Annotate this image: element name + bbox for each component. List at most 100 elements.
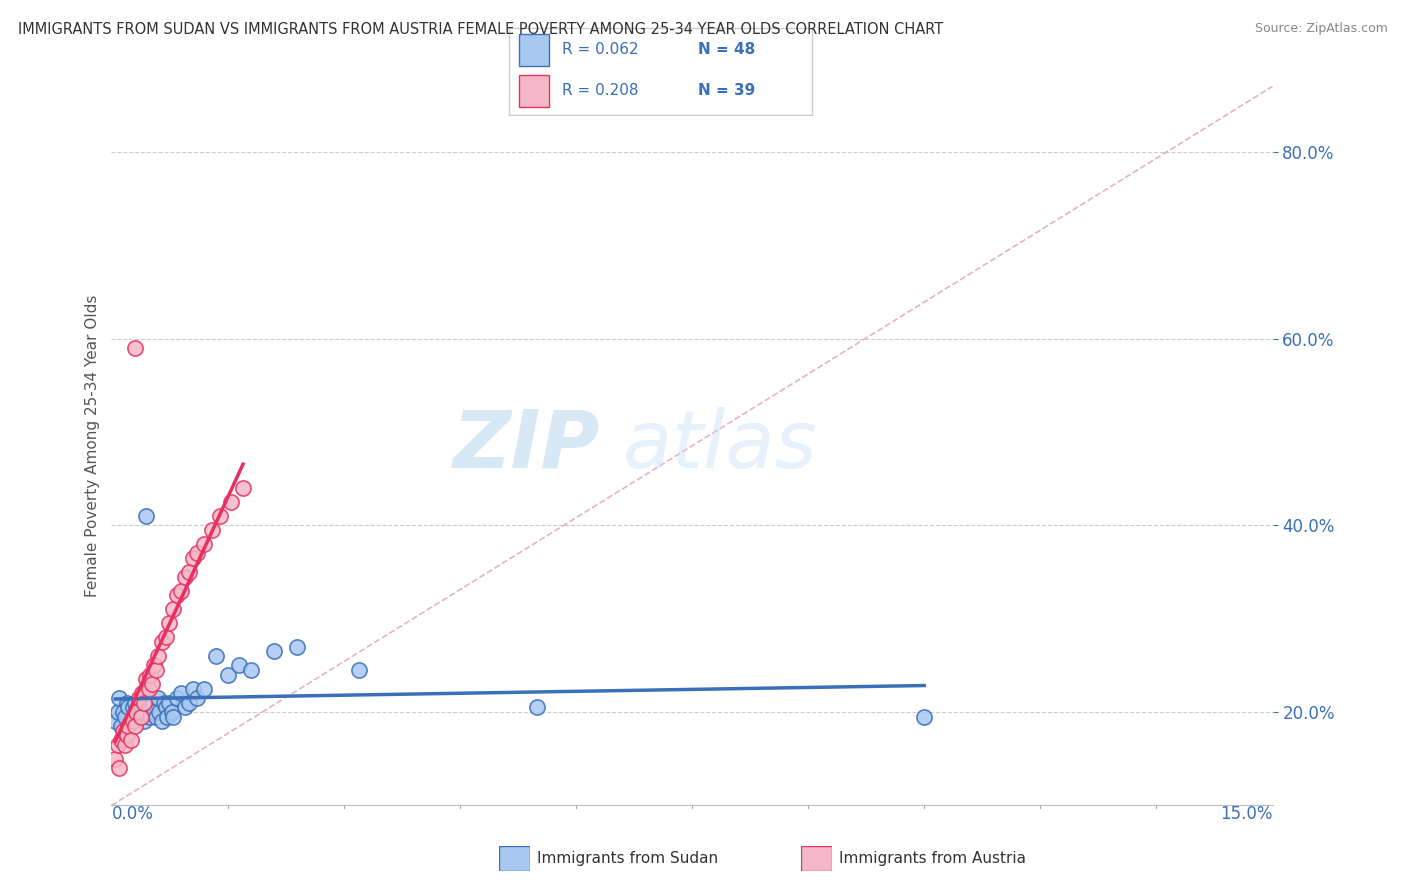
Point bbox=[111, 723, 134, 738]
Point bbox=[120, 714, 142, 729]
Point bbox=[193, 537, 215, 551]
Point bbox=[129, 710, 152, 724]
Point bbox=[135, 673, 157, 687]
Point bbox=[128, 691, 150, 706]
Point bbox=[107, 705, 129, 719]
Point bbox=[153, 696, 176, 710]
Point bbox=[139, 667, 162, 681]
Point bbox=[114, 710, 136, 724]
Point bbox=[104, 752, 127, 766]
Point bbox=[141, 677, 163, 691]
Point bbox=[239, 663, 262, 677]
Point bbox=[117, 719, 139, 733]
Point bbox=[263, 644, 285, 658]
Point bbox=[120, 733, 142, 747]
Point bbox=[141, 696, 163, 710]
Point bbox=[232, 481, 254, 495]
Point bbox=[122, 714, 145, 729]
Text: N = 39: N = 39 bbox=[697, 84, 755, 98]
Point bbox=[138, 681, 160, 696]
Y-axis label: Female Poverty Among 25-34 Year Olds: Female Poverty Among 25-34 Year Olds bbox=[86, 294, 100, 597]
Point bbox=[129, 691, 152, 706]
Point bbox=[131, 705, 153, 719]
Point bbox=[110, 719, 132, 733]
Point bbox=[181, 551, 204, 566]
Text: 15.0%: 15.0% bbox=[1220, 805, 1272, 823]
Point bbox=[205, 648, 228, 663]
Point bbox=[131, 686, 153, 700]
Point bbox=[128, 705, 150, 719]
Point bbox=[114, 738, 136, 752]
Text: Source: ZipAtlas.com: Source: ZipAtlas.com bbox=[1254, 22, 1388, 36]
Point bbox=[150, 714, 173, 729]
Point bbox=[193, 681, 215, 696]
FancyBboxPatch shape bbox=[509, 28, 813, 115]
Point bbox=[104, 714, 127, 729]
Point bbox=[108, 691, 131, 706]
Point bbox=[177, 565, 200, 579]
FancyBboxPatch shape bbox=[519, 34, 550, 66]
Point bbox=[115, 696, 138, 710]
Point bbox=[124, 341, 146, 355]
Point bbox=[135, 508, 157, 523]
Point bbox=[156, 710, 179, 724]
Point bbox=[124, 719, 146, 733]
Point bbox=[145, 663, 167, 677]
Text: Immigrants from Sudan: Immigrants from Sudan bbox=[537, 851, 718, 865]
Point bbox=[107, 738, 129, 752]
Text: N = 48: N = 48 bbox=[697, 43, 755, 57]
Point bbox=[228, 658, 250, 673]
Point bbox=[155, 700, 177, 714]
Point bbox=[526, 700, 548, 714]
Point bbox=[132, 714, 155, 729]
Point bbox=[117, 700, 139, 714]
Text: R = 0.062: R = 0.062 bbox=[562, 43, 638, 57]
Point bbox=[122, 700, 145, 714]
Point bbox=[145, 710, 167, 724]
Point bbox=[217, 667, 239, 681]
Point bbox=[170, 583, 193, 598]
Point bbox=[162, 710, 184, 724]
Point bbox=[108, 761, 131, 775]
Text: atlas: atlas bbox=[623, 407, 817, 485]
Text: ZIP: ZIP bbox=[451, 407, 599, 485]
Point bbox=[177, 696, 200, 710]
Point bbox=[148, 705, 170, 719]
Point bbox=[146, 691, 169, 706]
Point bbox=[143, 658, 166, 673]
Point bbox=[174, 700, 197, 714]
Point bbox=[181, 681, 204, 696]
Point bbox=[143, 705, 166, 719]
Point bbox=[135, 696, 157, 710]
Point bbox=[124, 696, 146, 710]
Point bbox=[186, 691, 208, 706]
Point bbox=[162, 602, 184, 616]
Point bbox=[912, 710, 935, 724]
Point bbox=[160, 705, 183, 719]
Point bbox=[125, 710, 148, 724]
Point bbox=[166, 588, 188, 602]
Text: Immigrants from Austria: Immigrants from Austria bbox=[839, 851, 1026, 865]
Point bbox=[110, 733, 132, 747]
Point bbox=[125, 705, 148, 719]
Point bbox=[155, 631, 177, 645]
Point bbox=[115, 728, 138, 742]
Point bbox=[166, 691, 188, 706]
FancyBboxPatch shape bbox=[519, 75, 550, 107]
Text: IMMIGRANTS FROM SUDAN VS IMMIGRANTS FROM AUSTRIA FEMALE POVERTY AMONG 25-34 YEAR: IMMIGRANTS FROM SUDAN VS IMMIGRANTS FROM… bbox=[18, 22, 943, 37]
Point bbox=[221, 495, 243, 509]
Point bbox=[201, 523, 224, 537]
Point bbox=[159, 696, 181, 710]
Point bbox=[285, 640, 308, 654]
Point bbox=[150, 635, 173, 649]
Point bbox=[132, 696, 155, 710]
Point bbox=[138, 700, 160, 714]
Point bbox=[170, 686, 193, 700]
Text: 0.0%: 0.0% bbox=[111, 805, 153, 823]
Point bbox=[146, 648, 169, 663]
Point bbox=[186, 546, 208, 560]
Text: R = 0.208: R = 0.208 bbox=[562, 84, 638, 98]
Point bbox=[208, 508, 231, 523]
Point bbox=[111, 705, 134, 719]
Point bbox=[139, 710, 162, 724]
